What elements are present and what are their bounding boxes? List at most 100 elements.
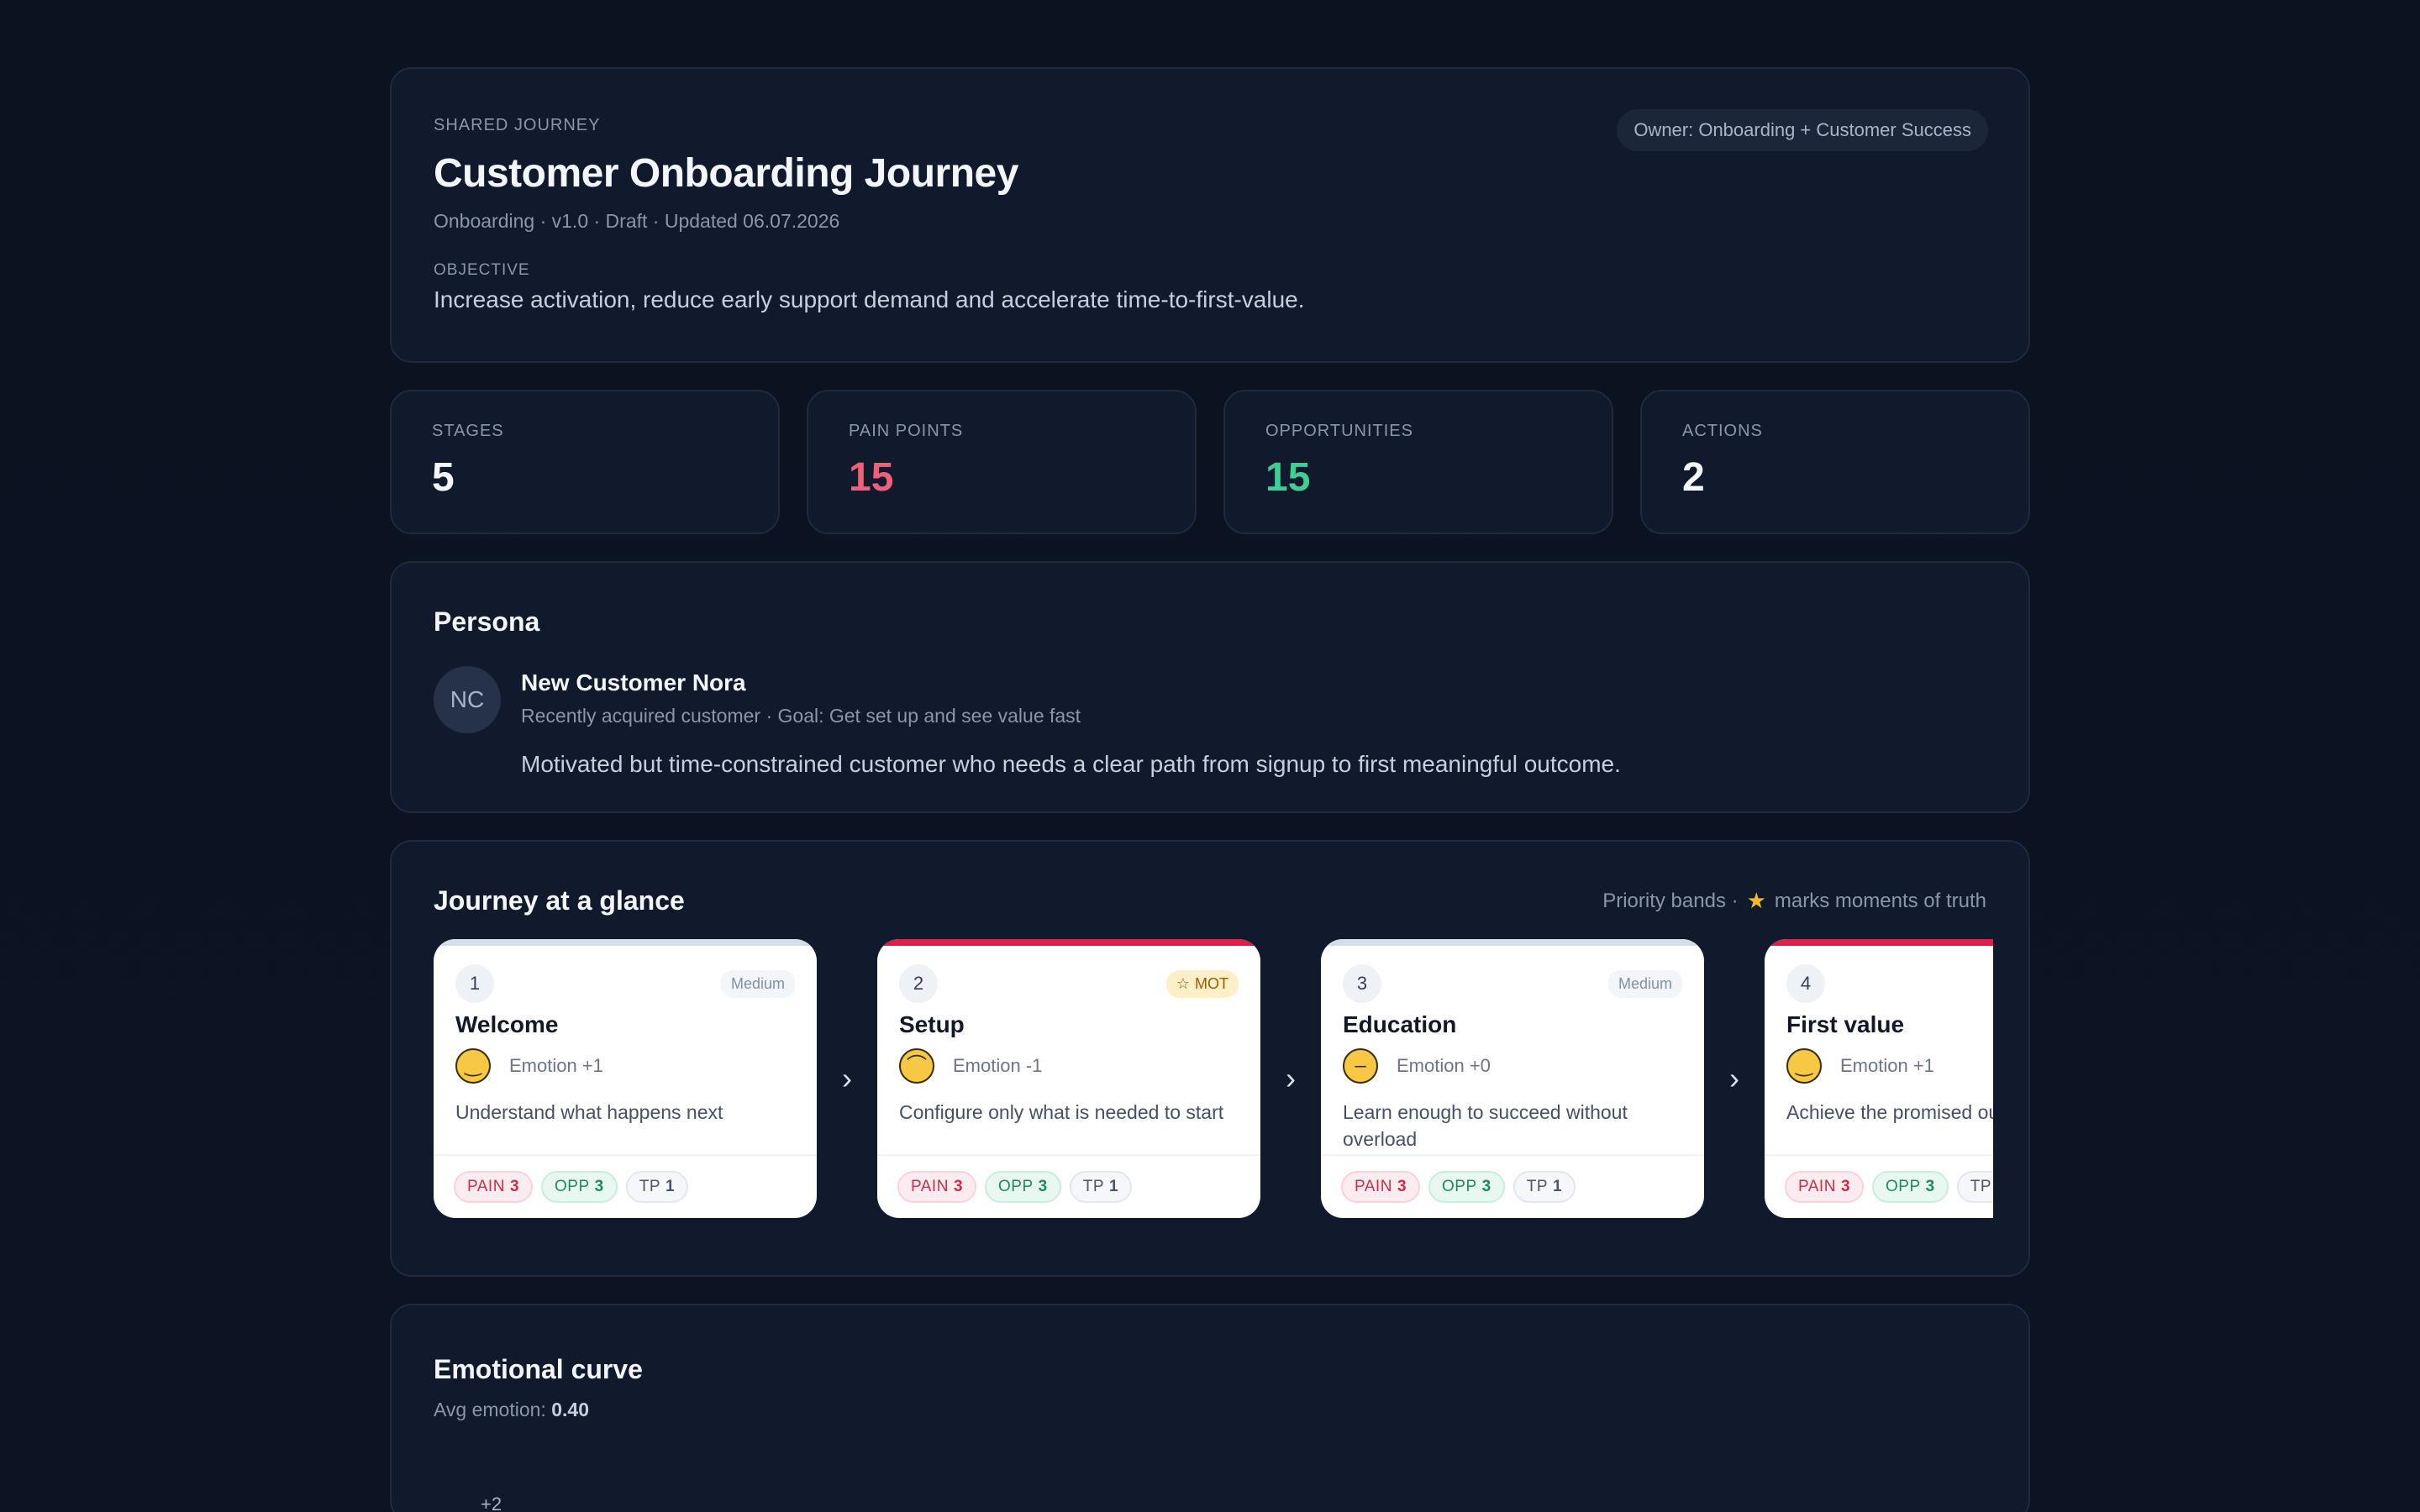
journey-header: Journey at a glance Priority bands · ★ m… (434, 885, 1986, 916)
emotion-score: Emotion -1 (953, 1055, 1043, 1076)
owner-badge: Owner: Onboarding + Customer Success (1617, 109, 1988, 151)
badge-label: MOT (1195, 974, 1228, 992)
chevron-right-icon: › (1286, 1061, 1296, 1095)
stage-name: Education (1343, 1011, 1457, 1037)
chip-count: 3 (1840, 1178, 1851, 1195)
stage-number: 4 (1786, 964, 1825, 1003)
stat-stages: STAGES 5 (390, 390, 780, 534)
journey-legend: Priority bands · ★ marks moments of trut… (1602, 888, 1986, 914)
chip-label: OPP (998, 1178, 1034, 1195)
chip-count: 3 (1481, 1178, 1491, 1195)
stage-card-education[interactable]: 3 Medium Education – Emotion +0 Learn en… (1321, 939, 1704, 1218)
stage-top: 4 (1765, 939, 1993, 1003)
stages-scroller[interactable]: 1 Medium Welcome ‿ Emotion +1 Understand… (434, 939, 1993, 1221)
pain-chip: PAIN 3 (1785, 1171, 1865, 1203)
star-outline-icon: ☆ (1176, 974, 1190, 992)
chip-count: 1 (1109, 1178, 1119, 1195)
persona-row: NC New Customer Nora Recently acquired c… (434, 666, 1986, 778)
objective-text: Increase activation, reduce early suppor… (434, 286, 1305, 312)
emotion-score: Emotion +0 (1397, 1055, 1491, 1076)
stat-label: PAIN POINTS (849, 422, 964, 440)
stat-label: OPPORTUNITIES (1265, 422, 1413, 440)
chevron-right-icon: › (1729, 1061, 1739, 1095)
chip-count: 3 (1397, 1178, 1407, 1195)
persona-body: New Customer Nora Recently acquired cust… (521, 666, 1621, 778)
priority-badge: Medium (720, 969, 795, 998)
chip-label: OPP (1886, 1178, 1921, 1195)
emotion-score: Emotion +1 (1840, 1055, 1934, 1076)
objective-label: OBJECTIVE (434, 261, 530, 279)
stage-card-first-value[interactable]: 4 First value ‿ Emotion +1 Achieve the p… (1765, 939, 1993, 1218)
emotion-row: – Emotion +0 (1321, 1038, 1704, 1084)
priority-band (1321, 939, 1704, 946)
avg-value: 0.40 (551, 1399, 589, 1420)
section-title: Persona (434, 606, 540, 637)
neutral-face-icon: – (1343, 1048, 1378, 1084)
stat-value: 2 (1682, 455, 1705, 500)
chip-count: 3 (953, 1178, 964, 1195)
avg-emotion: Avg emotion: 0.40 (434, 1399, 1986, 1421)
stats-row: STAGES 5 PAIN POINTS 15 OPPORTUNITIES 15… (390, 390, 2030, 534)
stage-name: First value (1786, 1011, 1905, 1037)
section-title: Journey at a glance (434, 885, 685, 916)
chip-label: OPP (555, 1178, 590, 1195)
emotion-row: ‿ Emotion +1 (434, 1038, 817, 1084)
stage-number: 1 (455, 964, 494, 1003)
stage-goal: Understand what happens next (455, 1101, 723, 1123)
smile-face-icon: ‿ (1786, 1048, 1822, 1084)
stage-number: 3 (1343, 964, 1381, 1003)
stat-value: 5 (432, 455, 455, 500)
emotion-row: ⌒ Emotion -1 (877, 1038, 1260, 1084)
stage-name: Setup (899, 1011, 965, 1037)
pain-chip: PAIN 3 (1341, 1171, 1421, 1203)
stage-card-welcome[interactable]: 1 Medium Welcome ‿ Emotion +1 Understand… (434, 939, 817, 1218)
tp-chip: TP 1 (1069, 1171, 1133, 1203)
y-tick-label: +2 (481, 1494, 502, 1512)
avg-label: Avg emotion: (434, 1399, 546, 1420)
stat-label: ACTIONS (1682, 422, 1763, 440)
stage-top: 1 Medium (434, 939, 817, 1003)
journey-meta: Onboarding · v1.0 · Draft · Updated 06.0… (434, 210, 840, 232)
avatar: NC (434, 666, 501, 733)
tp-chip: TP 1 (1512, 1171, 1576, 1203)
chip-count: 3 (594, 1178, 604, 1195)
persona-card: Persona NC New Customer Nora Recently ac… (390, 561, 2030, 813)
stage-goal: Configure only what is needed to start (899, 1101, 1224, 1123)
persona-description: Motivated but time-constrained customer … (521, 751, 1621, 777)
journey-card: Journey at a glance Priority bands · ★ m… (390, 840, 2030, 1277)
emotion-score: Emotion +1 (509, 1055, 603, 1076)
chip-label: PAIN (467, 1178, 505, 1195)
page: SHARED JOURNEY Customer Onboarding Journ… (390, 67, 2030, 1512)
stage-card-setup[interactable]: 2 ☆ MOT Setup ⌒ Emotion -1 Configure onl… (877, 939, 1260, 1218)
chip-label: PAIN (1798, 1178, 1836, 1195)
stat-pain-points: PAIN POINTS 15 (807, 390, 1197, 534)
chip-label: PAIN (911, 1178, 949, 1195)
chip-label: TP (1526, 1178, 1548, 1195)
stat-label: STAGES (432, 422, 504, 440)
chip-label: TP (639, 1178, 660, 1195)
opp-chip: OPP 3 (1428, 1171, 1505, 1203)
opp-chip: OPP 3 (541, 1171, 618, 1203)
stat-actions: ACTIONS 2 (1640, 390, 2030, 534)
chevron-right-icon: › (842, 1061, 852, 1095)
section-title: Emotional curve (434, 1354, 643, 1384)
legend-prefix: Priority bands · (1602, 889, 1739, 912)
smile-face-icon: ‿ (455, 1048, 491, 1084)
emotional-curve-card: Emotional curve Avg emotion: 0.40 +2 (390, 1304, 2030, 1512)
priority-badge: Medium (1607, 969, 1682, 998)
pain-chip: PAIN 3 (454, 1171, 534, 1203)
moment-of-truth-badge: ☆ MOT (1165, 969, 1239, 998)
stat-value: 15 (849, 455, 894, 500)
chip-label: OPP (1442, 1178, 1477, 1195)
priority-band (434, 939, 817, 946)
stage-top: 3 Medium (1321, 939, 1704, 1003)
stage-number: 2 (899, 964, 938, 1003)
stage-top: 2 ☆ MOT (877, 939, 1260, 1003)
chip-count: 1 (1553, 1178, 1563, 1195)
chip-label: TP (1082, 1178, 1104, 1195)
chip-label: TP (1970, 1178, 1991, 1195)
tp-chip: TP1 (1956, 1171, 1993, 1203)
